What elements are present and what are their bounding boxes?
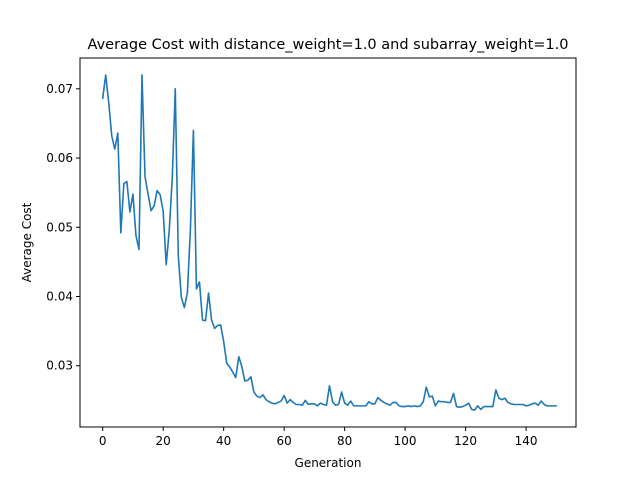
chart-title: Average Cost with distance_weight=1.0 an… [88, 37, 569, 53]
x-tick-label: 20 [156, 434, 171, 448]
average-cost-line [101, 74, 558, 411]
x-tick-label: 140 [515, 434, 538, 448]
y-tick-label: 0.03 [46, 359, 73, 373]
y-tick-label: 0.04 [46, 290, 73, 304]
y-tick-label: 0.07 [46, 82, 73, 96]
y-tick-label: 0.06 [46, 151, 73, 165]
x-tick-label: 40 [216, 434, 231, 448]
x-tick-label: 60 [277, 434, 292, 448]
x-axis-label: Generation [295, 456, 362, 470]
y-axis-label: Average Cost [20, 202, 34, 282]
x-tick-label: 100 [394, 434, 417, 448]
plot-area-frame [79, 57, 577, 428]
y-axis: 0.03 0.04 0.05 0.06 0.07 [46, 82, 80, 373]
y-tick-label: 0.05 [46, 220, 73, 234]
x-tick-label: 0 [99, 434, 107, 448]
x-tick-label: 120 [454, 434, 477, 448]
x-tick-label: 80 [337, 434, 352, 448]
x-axis: 0 20 40 60 80 100 120 140 [99, 427, 538, 448]
